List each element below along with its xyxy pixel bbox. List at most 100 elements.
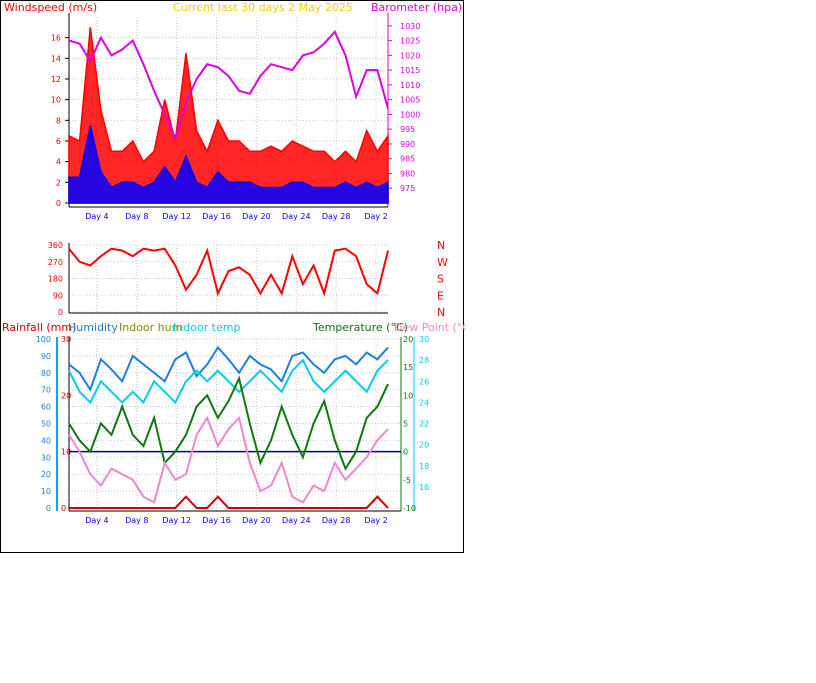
- x-tick-label: Day 16: [202, 516, 231, 525]
- temp-panel-ticks: 0 10 20 30 40 50 60 70 80 90 100 0 10 20 30 -10 -5 0 5 10 15…: [36, 335, 429, 525]
- rain-tick-label: 10: [61, 448, 71, 457]
- temp-tick-label: 10: [403, 391, 413, 400]
- indoor-tick-label: 22: [419, 420, 429, 429]
- wind-tick-label: 14: [51, 54, 61, 63]
- chart-title: Current last 30 days 2 May 2025: [173, 1, 353, 14]
- barometer-tick-label: 1025: [400, 37, 420, 46]
- humidity-tick-label: 10: [41, 487, 51, 496]
- series-temperature: [68, 375, 389, 471]
- wind-tick-label: 2: [56, 178, 61, 187]
- temp-tick-label: 5: [403, 420, 408, 429]
- x-tick-label: Day 8: [125, 212, 148, 221]
- humidity-tick-label: 30: [41, 453, 51, 462]
- x-tick-label: Day 2: [364, 212, 387, 221]
- rainfall-label: Rainfall (mm): [2, 321, 76, 334]
- x-tick-label: Day 16: [202, 212, 231, 221]
- x-tick-label: Day 20: [242, 516, 271, 525]
- humidity-tick-label: 70: [41, 386, 51, 395]
- wind-tick-label: 8: [56, 116, 61, 125]
- barometer-tick-label: 1000: [400, 110, 420, 119]
- x-tick-label: Day 20: [242, 212, 271, 221]
- rain-tick-label: 0: [61, 504, 66, 513]
- series-wind-speed: [68, 125, 389, 204]
- x-tick-label: Day 4: [85, 212, 108, 221]
- x-tick-label: Day 28: [322, 516, 351, 525]
- series-humidity: [68, 345, 389, 392]
- series-direction: [68, 247, 389, 297]
- wind-panel-ticks: 0 2 4 6 8 10 12 14 16 975 980 985 990 995 1000 1005 1010…: [51, 22, 421, 221]
- humidity-tick-label: 40: [41, 436, 51, 445]
- indoor-tick-label: 20: [419, 441, 429, 450]
- compass-label: S: [437, 273, 444, 286]
- compass-label: N: [437, 239, 445, 252]
- indoor-tick-label: 18: [419, 462, 429, 471]
- indoor-tick-label: 30: [419, 335, 429, 344]
- x-tick-label: Day 24: [282, 516, 311, 525]
- barometer-tick-label: 1005: [400, 96, 420, 105]
- x-tick-label: Day 12: [162, 212, 191, 221]
- barometer-tick-label: 1030: [400, 22, 420, 31]
- barometer-tick-label: 975: [400, 184, 415, 193]
- indoor-temp-label: Indoor temp: [173, 321, 240, 334]
- temp-tick-label: 20: [403, 335, 413, 344]
- compass-label: N: [437, 306, 445, 319]
- humidity-tick-label: 90: [41, 352, 51, 361]
- wind-tick-label: 4: [56, 158, 61, 167]
- humidity-tick-label: 80: [41, 369, 51, 378]
- direction-tick-label: 90: [53, 291, 63, 300]
- x-tick-label: Day 8: [125, 516, 148, 525]
- temp-panel-grid: [69, 338, 401, 511]
- x-tick-label: Day 28: [322, 212, 351, 221]
- x-tick-label: Day 2: [364, 516, 387, 525]
- humidity-tick-label: 100: [36, 335, 51, 344]
- temp-tick-label: 15: [403, 363, 413, 372]
- indoor-hum-label: Indoor hum: [119, 321, 182, 334]
- temp-tick-label: -10: [403, 504, 416, 513]
- dew-point-label: Dew Point (°C): [394, 321, 465, 334]
- humidity-label: Humidity: [68, 321, 118, 334]
- direction-tick-label: 270: [48, 258, 63, 267]
- barometer-tick-label: 985: [400, 155, 415, 164]
- barometer-tick-label: 1020: [400, 51, 420, 60]
- barometer-tick-label: 995: [400, 125, 415, 134]
- chart-frame: Windspeed (m/s) Current last 30 days 2 M…: [0, 0, 465, 553]
- wind-tick-label: 0: [56, 199, 61, 208]
- humidity-tick-label: 20: [41, 470, 51, 479]
- indoor-tick-label: 24: [419, 398, 429, 407]
- wind-tick-label: 6: [56, 137, 61, 146]
- indoor-tick-label: 26: [419, 377, 429, 386]
- temp-panel-series: [68, 345, 401, 509]
- wind-tick-label: 10: [51, 96, 61, 105]
- series-indoor-temp: [68, 358, 389, 405]
- wind-panel-series: [68, 27, 389, 204]
- direction-panel-grid: [69, 244, 388, 313]
- weather-chart: Windspeed (m/s) Current last 30 days 2 M…: [2, 1, 465, 525]
- direction-panel-series: [68, 247, 389, 297]
- indoor-tick-label: 16: [419, 483, 429, 492]
- barometer-tick-label: 1015: [400, 66, 420, 75]
- x-tick-label: Day 4: [85, 516, 108, 525]
- humidity-tick-label: 60: [41, 403, 51, 412]
- series-rainfall: [69, 495, 389, 509]
- rain-tick-label: 30: [61, 335, 71, 344]
- barometer-tick-label: 980: [400, 169, 415, 178]
- wind-tick-label: 12: [51, 75, 61, 84]
- compass-label: W: [437, 256, 448, 269]
- series-dew-point: [68, 415, 389, 504]
- indoor-tick-label: 28: [419, 356, 429, 365]
- series-barometer: [68, 29, 389, 141]
- direction-tick-label: 180: [48, 275, 63, 284]
- rain-tick-label: 20: [61, 391, 71, 400]
- series-gust: [68, 27, 389, 204]
- direction-tick-label: 0: [58, 308, 63, 317]
- temp-tick-label: 0: [403, 448, 408, 457]
- direction-panel-ticks: 0 N 90 E 180 S 270 W 360 N: [48, 239, 448, 319]
- temperature-label: Temperature (°C): [312, 321, 408, 334]
- humidity-tick-label: 0: [46, 504, 51, 513]
- barometer-tick-label: 1010: [400, 81, 420, 90]
- humidity-tick-label: 50: [41, 420, 51, 429]
- compass-label: E: [437, 289, 444, 302]
- barometer-tick-label: 990: [400, 140, 415, 149]
- direction-tick-label: 360: [48, 241, 63, 250]
- temp-tick-label: -5: [403, 476, 411, 485]
